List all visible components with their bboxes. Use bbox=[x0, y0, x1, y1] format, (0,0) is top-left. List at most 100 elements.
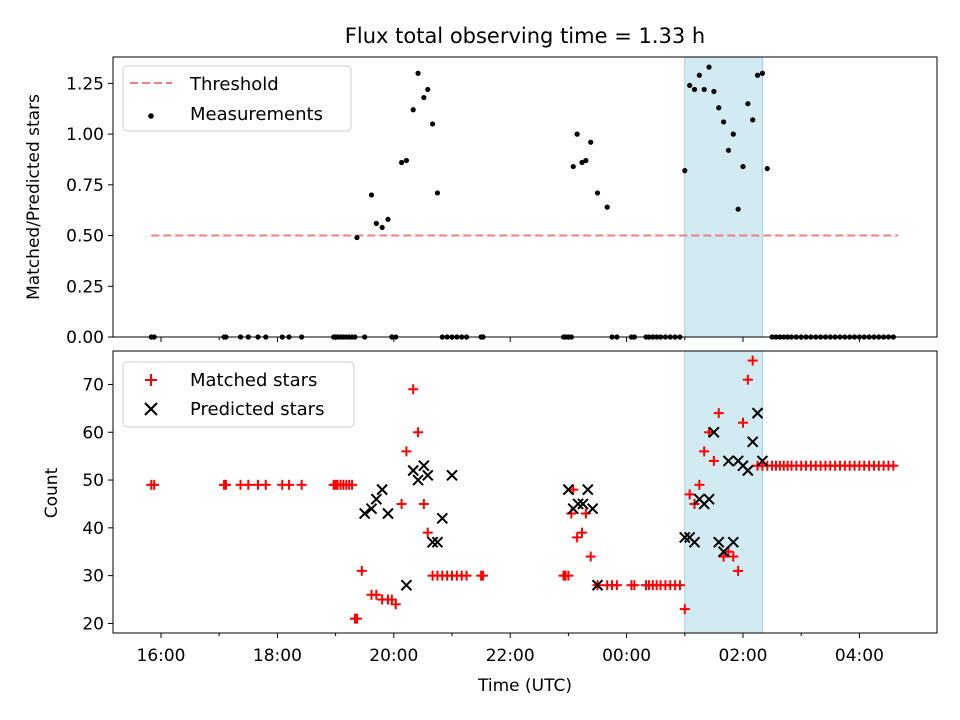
matched-star-point bbox=[408, 384, 419, 395]
matched-star-point bbox=[478, 570, 489, 581]
matched-star-point bbox=[629, 580, 640, 591]
predicted-star-point bbox=[562, 483, 575, 496]
matched-star-point bbox=[747, 355, 758, 366]
matched-star-point bbox=[611, 580, 622, 591]
bottom-axes-frame bbox=[112, 350, 938, 634]
bottom-x-tick-label: 04:00 bbox=[835, 646, 884, 666]
bottom-y-tick-label: 50 bbox=[82, 471, 104, 491]
bottom-legend: Matched stars Predicted stars bbox=[122, 361, 355, 428]
matched-star-point bbox=[585, 551, 596, 562]
predicted-star-stroke-b bbox=[446, 469, 458, 481]
matched-star-point bbox=[576, 527, 587, 538]
measurement-point bbox=[764, 165, 770, 172]
measurement-point bbox=[735, 206, 741, 212]
predicted-star-stroke-b bbox=[688, 536, 701, 548]
predicted-star-stroke-b bbox=[562, 483, 575, 496]
matched-star-point bbox=[461, 570, 472, 581]
matched-star-point bbox=[356, 565, 367, 576]
measurement-point bbox=[604, 204, 610, 210]
predicted-star-point bbox=[727, 536, 740, 548]
measurement-point bbox=[570, 163, 576, 170]
matched-star-point bbox=[401, 446, 412, 457]
measurement-point bbox=[583, 157, 589, 164]
matched-star-point bbox=[694, 479, 705, 490]
measurement-point bbox=[706, 64, 712, 70]
measurement-point bbox=[740, 163, 746, 170]
predicted-star-stroke-b bbox=[703, 493, 715, 505]
predicted-star-stroke-b bbox=[358, 507, 371, 520]
predicted-star-stroke-b bbox=[436, 512, 449, 524]
bottom-x-tick-label: 00:00 bbox=[602, 646, 651, 666]
predicted-star-stroke-b bbox=[591, 579, 604, 591]
bottom-x-tick-label: 02:00 bbox=[719, 646, 768, 666]
matched-star-point bbox=[390, 599, 401, 610]
bottom-y-axis: 20 30 40 50 60 70 bbox=[82, 375, 113, 634]
predicted-star-stroke-b bbox=[582, 483, 594, 496]
predicted-star-stroke-b bbox=[751, 407, 764, 419]
matched-star-point bbox=[396, 498, 407, 509]
predicted-star-point bbox=[742, 464, 754, 477]
top-y-tick-label: 0.25 bbox=[66, 277, 104, 297]
matched-star-point bbox=[580, 508, 591, 519]
predicted-star-point bbox=[703, 493, 715, 505]
measurement-point bbox=[730, 131, 736, 137]
matched-star-point bbox=[704, 427, 715, 438]
predicted-legend-swatch bbox=[144, 402, 158, 416]
matched-star-point bbox=[296, 479, 307, 490]
matched-star-point bbox=[149, 479, 160, 490]
measurement-point bbox=[430, 121, 436, 127]
predicted-star-stroke-b bbox=[426, 536, 439, 548]
predicted-star-stroke-b bbox=[717, 546, 730, 558]
bottom-legend-box bbox=[122, 361, 355, 428]
matched-star-point bbox=[674, 580, 685, 591]
bottom-y-tick-label: 30 bbox=[82, 567, 104, 587]
top-y-axis: 0.00 0.25 0.50 0.75 1.00 1.25 bbox=[66, 74, 113, 348]
matched-star-point bbox=[708, 455, 719, 466]
bottom-y-tick-label: 70 bbox=[82, 375, 104, 395]
predicted-star-stroke-b bbox=[756, 455, 769, 467]
matched-star-point bbox=[733, 565, 744, 576]
measurement-point bbox=[368, 192, 375, 198]
predicted-star-point bbox=[426, 536, 439, 548]
matched-star-point bbox=[418, 498, 429, 509]
threshold-legend-label: Threshold bbox=[189, 74, 279, 95]
matched-star-point bbox=[351, 613, 362, 624]
predicted-stars-marks bbox=[358, 407, 769, 591]
matched-legend-label: Matched stars bbox=[190, 370, 317, 391]
predicted-star-point bbox=[431, 536, 444, 548]
predicted-star-stroke-b bbox=[713, 536, 725, 548]
predicted-star-point bbox=[577, 498, 589, 510]
top-y-tick-label: 0.75 bbox=[66, 176, 104, 196]
bottom-x-tick-label: 22:00 bbox=[486, 646, 535, 666]
predicted-star-stroke-b bbox=[400, 579, 413, 591]
matched-star-point bbox=[260, 479, 271, 490]
bottom-y-tick-label: 40 bbox=[82, 519, 104, 539]
predicted-star-stroke-b bbox=[708, 426, 720, 438]
top-panel: 0.00 0.25 0.50 0.75 1.00 1.25 Matched/Predict… bbox=[24, 56, 938, 348]
top-shaded-span bbox=[684, 56, 763, 338]
measurements-legend-label: Measurements bbox=[190, 104, 323, 125]
predicted-star-point bbox=[688, 536, 701, 548]
matched-star-point bbox=[718, 551, 729, 562]
predicted-star-point bbox=[582, 483, 594, 496]
predicted-star-stroke-b bbox=[418, 460, 430, 472]
bottom-y-axis-label: Count bbox=[42, 467, 62, 518]
matched-star-point bbox=[422, 527, 433, 538]
top-y-tick-label: 0.50 bbox=[66, 227, 104, 247]
measurement-point bbox=[579, 159, 585, 166]
predicted-star-point bbox=[708, 426, 720, 438]
bottom-x-axis: 16:00 18:00 20:00 22:00 00:00 02:00 04:00 bbox=[137, 633, 884, 666]
measurement-point bbox=[574, 131, 580, 137]
matched-star-point bbox=[568, 484, 579, 495]
predicted-star-point bbox=[586, 503, 599, 515]
matched-star-point bbox=[723, 546, 734, 557]
bottom-panel: 20 30 40 50 60 70 16:00 18:00 20:00 22:00 00:00 02… bbox=[42, 350, 938, 696]
measurement-point bbox=[434, 190, 441, 196]
matched-star-point bbox=[699, 446, 710, 457]
measurement-point bbox=[379, 224, 385, 231]
measurement-point bbox=[594, 190, 601, 196]
predicted-star-point bbox=[358, 507, 371, 520]
predicted-star-point bbox=[418, 460, 430, 472]
measurement-point bbox=[682, 168, 688, 174]
predicted-star-point bbox=[365, 503, 378, 515]
